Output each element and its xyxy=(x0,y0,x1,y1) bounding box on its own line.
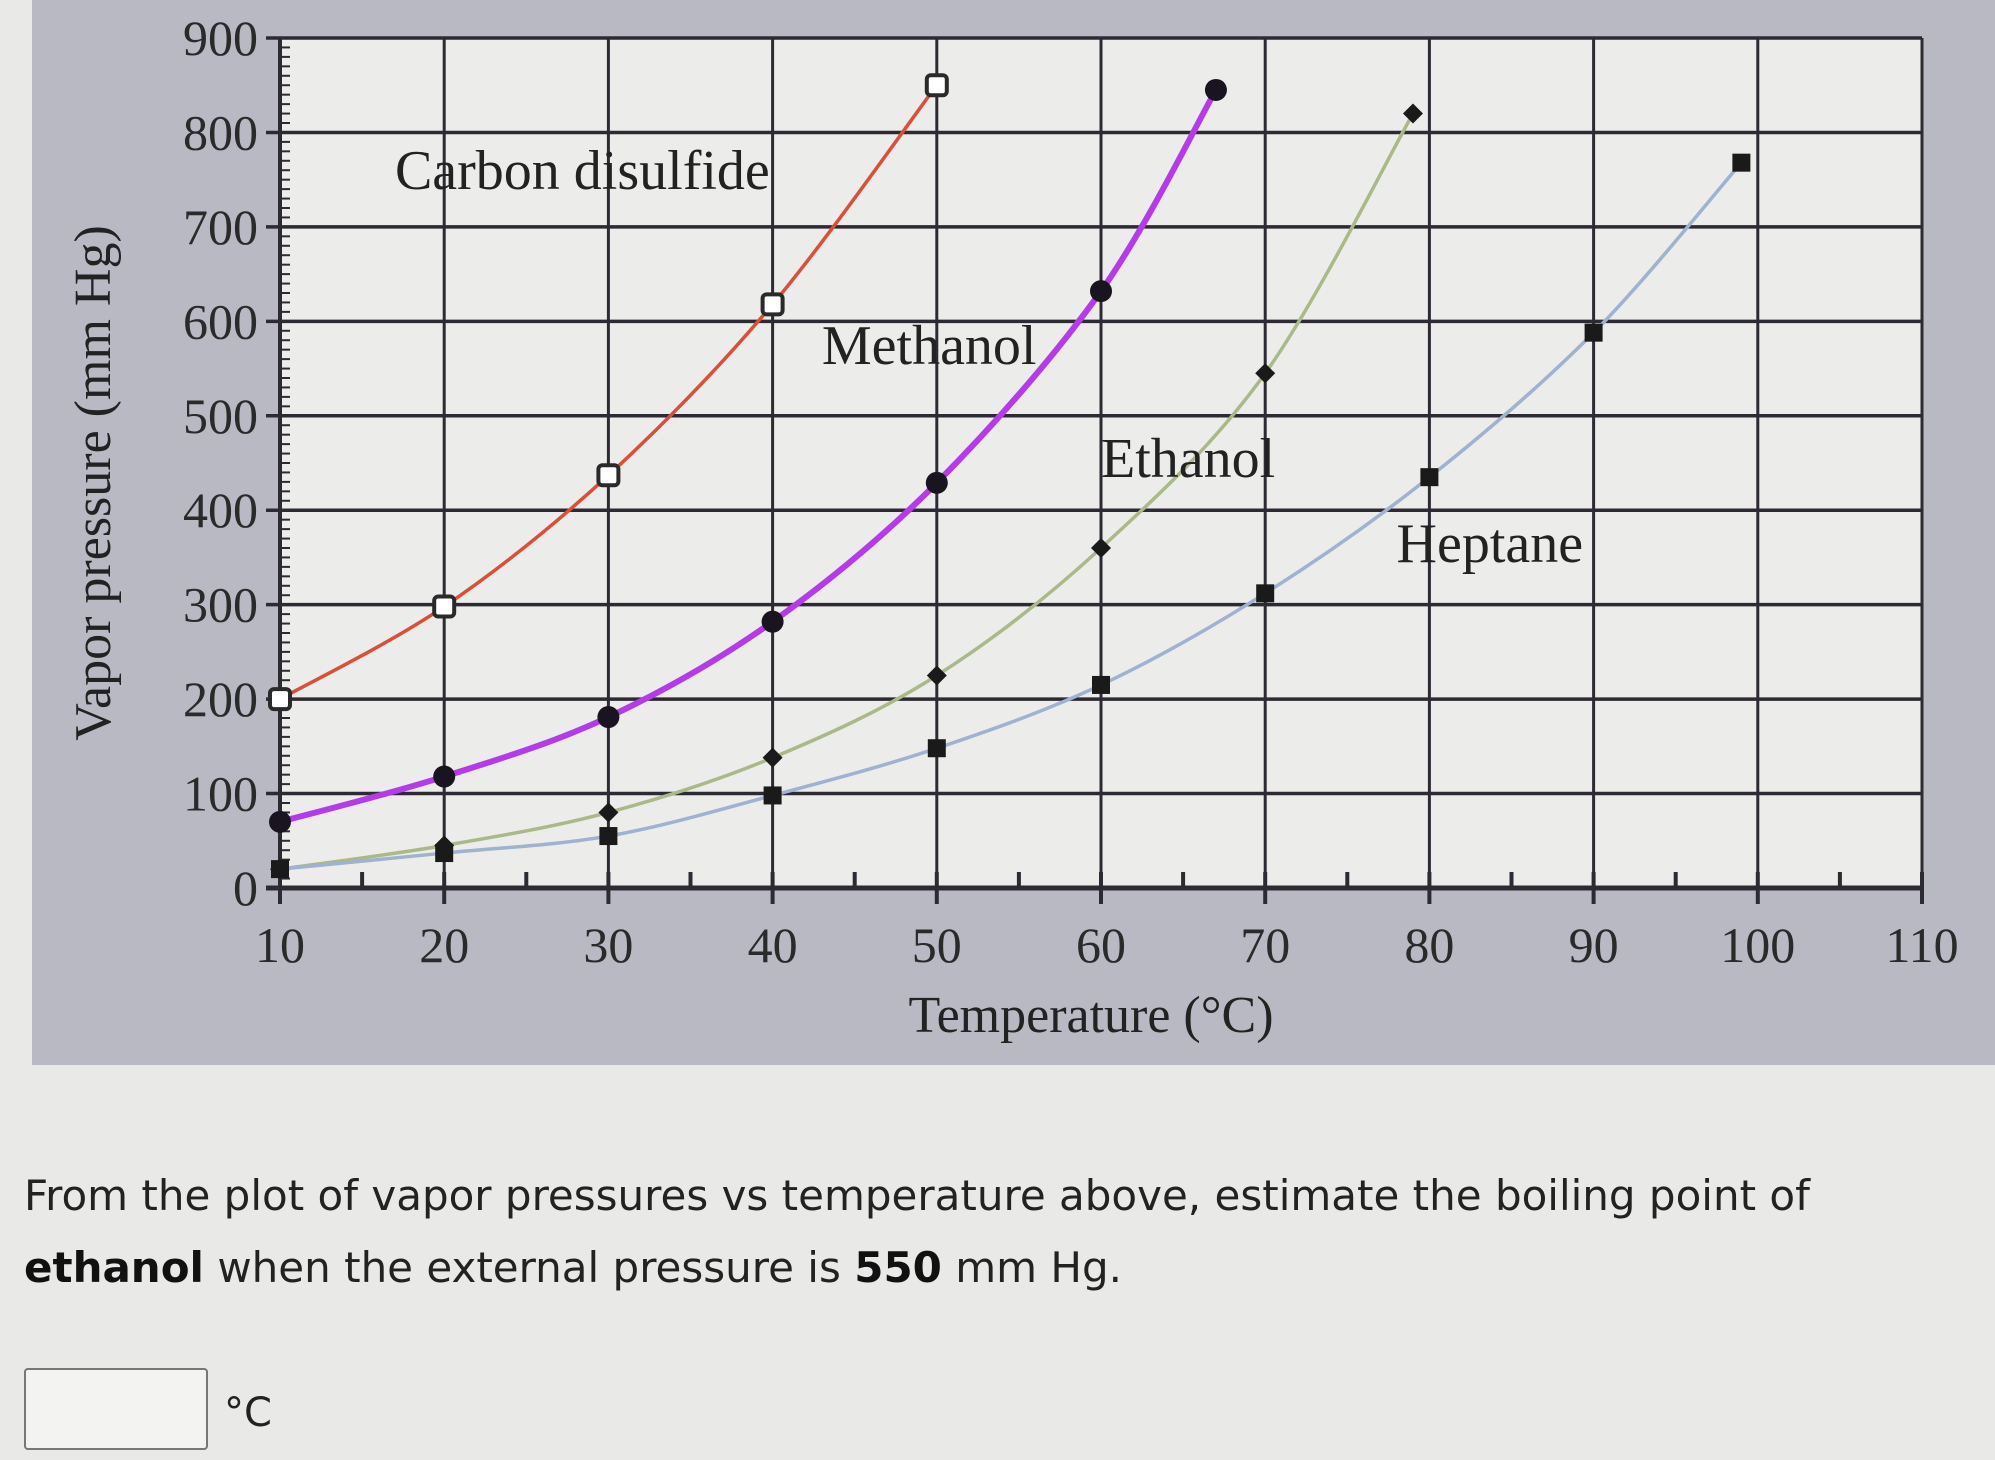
question-text: From the plot of vapor pressures vs temp… xyxy=(24,1160,1924,1304)
heptane-marker xyxy=(1732,153,1751,172)
heptane-marker xyxy=(763,786,782,805)
heptane-marker xyxy=(1420,468,1439,487)
vapor-pressure-figure: 10 20 30 40 50 60 70 80 90 100 110 0 100 200 300 400 500… xyxy=(32,0,1995,1065)
x-tick-label: 60 xyxy=(1076,917,1126,973)
heptane-marker xyxy=(599,827,618,846)
heptane-marker xyxy=(1256,584,1275,603)
ethanol-marker xyxy=(1091,538,1111,558)
x-tick-label: 110 xyxy=(1885,917,1958,973)
y-tick-label: 0 xyxy=(233,860,258,916)
ethanol-marker xyxy=(598,802,619,823)
y-tick-label: 300 xyxy=(183,577,258,633)
y-tick-label: 800 xyxy=(183,104,258,160)
carbon-disulfide-marker xyxy=(432,594,457,619)
x-tick-label: 70 xyxy=(1240,917,1290,973)
series-label-heptane: Heptane xyxy=(1397,513,1584,575)
x-tick-label: 50 xyxy=(912,917,962,973)
y-tick-label: 500 xyxy=(183,388,258,444)
question-part1: From the plot of vapor pressures vs temp… xyxy=(24,1171,1810,1220)
question-bold-ethanol: ethanol xyxy=(24,1243,204,1292)
heptane-marker xyxy=(927,739,946,758)
series-label-methanol: Methanol xyxy=(822,315,1037,377)
x-tick-label: 40 xyxy=(748,917,798,973)
x-tick-label: 20 xyxy=(419,917,469,973)
series-label-ethanol: Ethanol xyxy=(1101,428,1275,490)
x-tick-label: 80 xyxy=(1404,917,1454,973)
y-tick-label: 100 xyxy=(183,766,258,822)
heptane-marker xyxy=(435,844,454,863)
question-bold-pressure: 550 xyxy=(854,1243,942,1292)
question-part2: when the external pressure is xyxy=(203,1243,855,1292)
series-label-carbon-disulfide: Carbon disulfide xyxy=(395,140,770,202)
methanol-marker xyxy=(1204,78,1227,101)
x-tick-label: 100 xyxy=(1720,917,1795,973)
x-tick-label: 30 xyxy=(583,917,633,973)
y-tick-label: 700 xyxy=(183,199,258,255)
answer-row: °C xyxy=(24,1368,272,1450)
y-tick-label: 400 xyxy=(183,482,258,538)
carbon-disulfide-marker xyxy=(924,73,949,98)
x-axis-label: Temperature (°C) xyxy=(908,987,1273,1044)
heptane-marker xyxy=(1092,675,1110,694)
y-tick-label: 600 xyxy=(183,293,258,349)
ethanol-marker xyxy=(1255,363,1276,384)
carbon-disulfide-marker xyxy=(596,463,621,488)
carbon-disulfide-marker xyxy=(268,687,292,712)
carbon-disulfide-marker xyxy=(760,292,785,317)
boiling-point-input[interactable] xyxy=(24,1368,208,1450)
heptane-line xyxy=(279,161,1743,871)
question-part3: mm Hg. xyxy=(941,1243,1123,1292)
methanol-marker xyxy=(269,810,291,833)
ethanol-marker xyxy=(926,665,947,686)
methanol-marker xyxy=(1090,280,1112,303)
unit-label: °C xyxy=(224,1390,272,1436)
heptane-marker xyxy=(271,860,289,879)
methanol-marker xyxy=(925,471,948,494)
x-tick-label: 90 xyxy=(1569,917,1619,973)
heptane-marker xyxy=(1584,323,1603,342)
vapor-pressure-chart: 10 20 30 40 50 60 70 80 90 100 110 0 100 200 300 400 500… xyxy=(65,10,1959,1044)
ethanol-marker xyxy=(762,747,783,768)
y-tick-label: 900 xyxy=(183,10,258,66)
ethanol-marker xyxy=(1402,103,1423,124)
methanol-marker xyxy=(597,706,620,729)
x-tick-label: 10 xyxy=(255,917,305,973)
y-tick-label: 200 xyxy=(183,671,258,727)
methanol-marker xyxy=(761,610,784,633)
methanol-marker xyxy=(433,765,456,788)
y-axis-label: Vapor pressure (mm Hg) xyxy=(65,225,122,741)
